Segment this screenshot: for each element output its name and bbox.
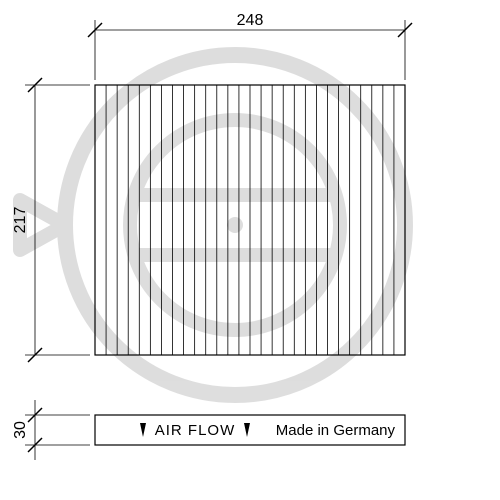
dimension-thickness-value: 30	[12, 421, 29, 439]
airflow-label: AIR FLOW	[155, 422, 236, 439]
filter-pleats	[106, 85, 394, 355]
dimension-thickness: 30	[12, 400, 90, 460]
watermark-logo	[20, 55, 405, 395]
filter-top-view	[95, 85, 405, 355]
dimension-width-value: 248	[237, 12, 264, 29]
airflow-arrow-left-icon	[140, 423, 146, 437]
filter-side-view: AIR FLOW Made in Germany	[95, 415, 405, 445]
dimension-height-value: 217	[12, 207, 29, 234]
technical-drawing: 248 217 AIR FLOW Made in Germany 30	[0, 0, 500, 500]
dimension-width: 248	[88, 12, 412, 80]
airflow-arrow-right-icon	[244, 423, 250, 437]
made-in-label: Made in Germany	[276, 422, 396, 439]
